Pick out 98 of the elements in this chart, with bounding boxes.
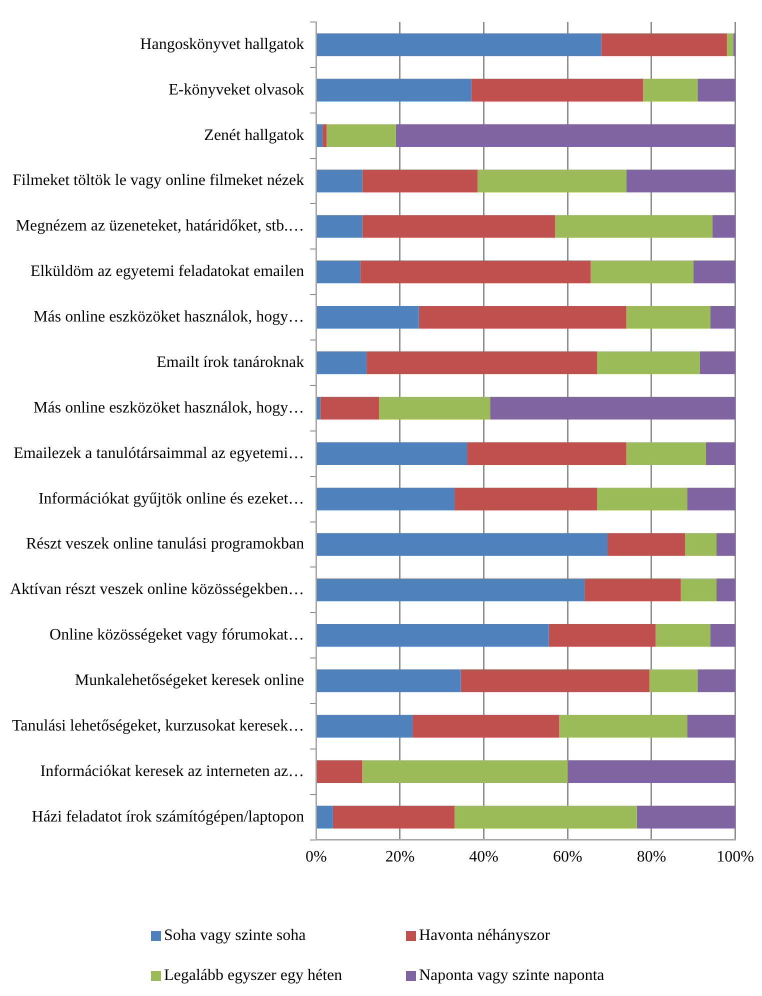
- y-tick-label: Online közösségeket vagy fórumokat…: [50, 626, 304, 644]
- bar: [379, 396, 490, 420]
- bar: [454, 488, 597, 510]
- bar: [685, 533, 716, 556]
- bar: [418, 306, 626, 329]
- bar: [607, 533, 686, 556]
- bar: [316, 215, 362, 238]
- bar: [316, 78, 472, 102]
- y-tick-label: Hangoskönyvet hallgatok: [140, 36, 304, 53]
- y-tick-label: Más online eszközöket használok, hogy…: [34, 399, 304, 416]
- bar: [316, 714, 413, 738]
- y-tick-label: Munkalehetőségeket keresek online: [74, 672, 304, 689]
- bar: [698, 78, 736, 102]
- y-tick-label: E-könyveket olvasok: [168, 81, 304, 98]
- bar: [316, 260, 360, 284]
- bar: [332, 806, 454, 828]
- bar: [568, 760, 736, 784]
- y-tick-label: Emailezek a tanulótársaimmal az egyetemi…: [14, 444, 304, 462]
- bar: [712, 215, 736, 238]
- bar: [636, 806, 736, 828]
- bar: [687, 488, 736, 510]
- x-tick-label: 60%: [552, 848, 582, 866]
- bar: [316, 760, 362, 784]
- bar: [316, 806, 333, 828]
- bar: [716, 533, 736, 556]
- bar: [559, 714, 688, 738]
- bar: [362, 170, 478, 192]
- bar: [326, 124, 396, 147]
- bar: [316, 124, 322, 147]
- bar: [601, 33, 727, 56]
- y-tick-label: Házi feladatot írok számítógépen/laptopon: [32, 808, 304, 826]
- bar: [316, 351, 366, 374]
- y-tick-label: Tanulási lehetőségeket, kurzusokat keresek…: [12, 717, 304, 734]
- y-tick-label: Zenét hallgatok: [204, 126, 304, 144]
- x-tick-label: 40%: [469, 848, 498, 866]
- bar: [316, 624, 549, 647]
- legend-label: Legalább egyszer egy héten: [164, 967, 342, 985]
- x-tick-label: 0%: [305, 848, 327, 866]
- bar: [555, 215, 712, 238]
- bar: [362, 215, 556, 238]
- bar: [710, 306, 736, 329]
- bar: [316, 578, 584, 602]
- bar: [362, 760, 568, 784]
- bar: [693, 260, 736, 284]
- y-tick-label: Megnézem az üzeneteket, határidőket, stb.…: [16, 218, 304, 235]
- x-tick-label: 80%: [636, 848, 666, 866]
- legend-label: Havonta néhányszor: [419, 927, 550, 945]
- bar: [710, 624, 736, 647]
- y-tick-label: Aktívan részt veszek online közösségekben…: [10, 581, 304, 598]
- bar: [316, 396, 320, 420]
- bar: [467, 442, 626, 465]
- y-tick-label: Információkat keresek az interneten az…: [40, 762, 304, 780]
- bar: [316, 170, 362, 192]
- bar: [316, 533, 608, 556]
- bar: [698, 669, 736, 692]
- bar: [366, 351, 597, 374]
- bar: [316, 33, 602, 56]
- bar: [454, 806, 637, 828]
- bar: [590, 260, 694, 284]
- bar: [687, 714, 736, 738]
- bar: [316, 306, 419, 329]
- bar: [316, 488, 454, 510]
- bar: [316, 669, 461, 692]
- bar: [706, 442, 736, 465]
- y-tick-label: Részt veszek online tanulási programokban: [26, 536, 304, 553]
- legend-label: Naponta vagy szinte naponta: [419, 967, 604, 985]
- bar: [716, 578, 736, 602]
- x-tick-label: 20%: [385, 848, 415, 866]
- bar: [478, 170, 626, 192]
- bar: [649, 669, 698, 692]
- bar: [626, 170, 736, 192]
- bar: [680, 578, 716, 602]
- bar: [320, 396, 380, 420]
- bar: [412, 714, 560, 738]
- bar: [597, 488, 688, 510]
- bar: [471, 78, 644, 102]
- bar: [548, 624, 656, 647]
- legend-label: Soha vagy szinte soha: [164, 927, 306, 945]
- bar: [626, 442, 706, 465]
- y-tick-label: Más online eszközöket használok, hogy…: [34, 308, 304, 326]
- bar: [584, 578, 681, 602]
- bar: [322, 124, 327, 147]
- y-tick-label: Elküldöm az egyetemi feladatokat emailen: [30, 263, 304, 280]
- bar: [597, 351, 700, 374]
- bar: [316, 442, 468, 465]
- y-tick-label: Emailt írok tanároknak: [156, 354, 304, 371]
- x-tick-label: 100%: [716, 848, 754, 866]
- bar: [490, 396, 736, 420]
- bar: [726, 33, 734, 56]
- bar: [643, 78, 698, 102]
- bar: [656, 624, 710, 647]
- y-tick-label: Információkat gyűjtök online és ezeket…: [38, 490, 304, 508]
- bar: [396, 124, 736, 147]
- bar: [700, 351, 736, 374]
- bar: [626, 306, 710, 329]
- bar: [460, 669, 650, 692]
- y-tick-label: Filmeket töltök le vagy online filmeket nézek: [12, 172, 304, 190]
- bar: [360, 260, 591, 284]
